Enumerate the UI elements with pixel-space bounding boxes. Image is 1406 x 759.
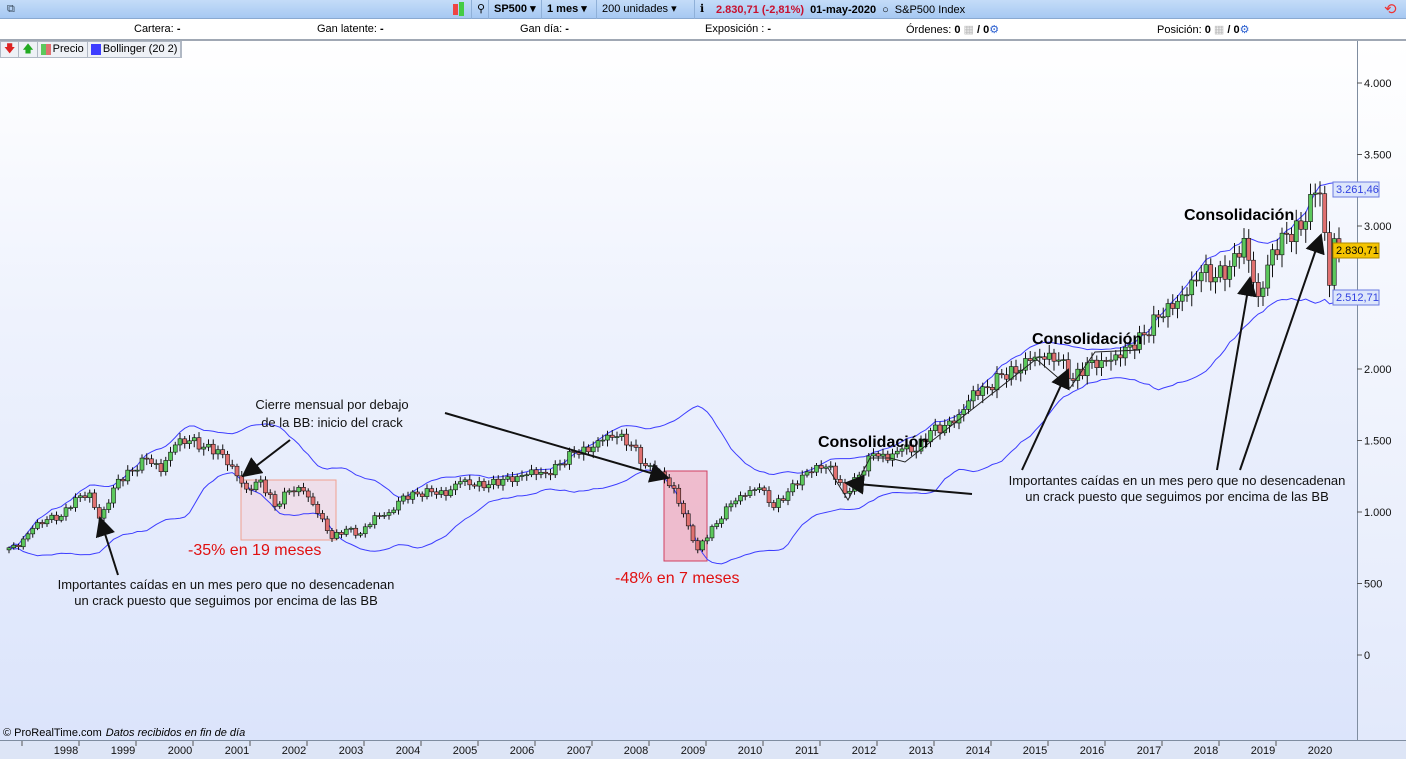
- legend-price[interactable]: Precio: [38, 42, 88, 57]
- posicion-label: Posición:: [1157, 24, 1202, 36]
- copyright: © ProRealTime.com: [3, 727, 102, 739]
- collapse-down-icon[interactable]: 🡇: [1, 42, 20, 57]
- position-gear-icon[interactable]: ⚙: [1239, 24, 1250, 36]
- gan-latente-value: -: [380, 23, 384, 35]
- instrument-radio-icon[interactable]: ○: [882, 3, 889, 16]
- ordenes-label: Órdenes:: [906, 24, 952, 36]
- bollinger-swatch: [90, 44, 101, 55]
- candlestick-type-icon[interactable]: [448, 0, 469, 19]
- link-icon[interactable]: ⚲: [471, 0, 490, 19]
- price-date: 01-may-2020: [810, 3, 877, 16]
- gan-latente: Gan latente: -: [317, 23, 384, 35]
- data-note: Datos recibidos en fin de día: [105, 727, 246, 739]
- toolbar: ⧉ ⚲ SP500 ▾ 1 mes ▾ 200 unidades ▾ ℹ 2.8…: [0, 0, 1406, 19]
- legend-bollinger[interactable]: Bollinger (20 2): [88, 42, 182, 57]
- symbol-label: SP500: [494, 3, 528, 15]
- refresh-icon[interactable]: ⟲: [1384, 1, 1397, 18]
- posicion-sep: / 0: [1227, 24, 1240, 36]
- expand-up-icon[interactable]: 🡅: [19, 42, 38, 57]
- ordenes: Órdenes: 0 ▦ / 0⚙: [906, 23, 999, 36]
- posicion: Posición: 0 ▦ / 0⚙: [1157, 23, 1249, 36]
- price-change: 2.830,71 (-2,81%): [716, 3, 805, 16]
- period-select[interactable]: 1 mes ▾: [541, 0, 592, 19]
- gan-latente-label: Gan latente:: [317, 23, 377, 35]
- cartera-value: -: [176, 23, 181, 35]
- orders-gear-icon[interactable]: ⚙: [989, 24, 1000, 36]
- ordenes-value: 0: [954, 24, 961, 36]
- units-select[interactable]: 200 unidades ▾: [596, 0, 682, 19]
- time-axis[interactable]: [0, 740, 1406, 759]
- gan-dia-value: -: [565, 23, 569, 35]
- exposicion: Exposición : -: [705, 23, 771, 35]
- gan-dia: Gan día: -: [520, 23, 569, 35]
- chart-legend: 🡇 🡅 Precio Bollinger (20 2): [0, 41, 183, 58]
- instrument-label: S&P500 Index: [894, 3, 966, 16]
- footer-credit: © ProRealTime.com Datos recibidos en fin …: [3, 727, 245, 739]
- position-close-icon[interactable]: ▦: [1213, 24, 1225, 36]
- exposicion-value: -: [767, 23, 772, 35]
- price-axis[interactable]: [1357, 41, 1406, 740]
- legend-price-label: Precio: [52, 43, 84, 55]
- units-label: 200 unidades: [602, 3, 669, 15]
- orders-close-icon[interactable]: ▦: [963, 24, 974, 36]
- quote-info: 2.830,71 (-2,81%) 01-may-2020 ○ S&P500 I…: [716, 0, 965, 19]
- period-label: 1 mes: [547, 3, 579, 15]
- info-icon[interactable]: ℹ: [694, 0, 709, 19]
- window-restore-icon[interactable]: ⧉: [7, 3, 15, 15]
- account-info-row: Cartera: - Gan latente: - Gan día: - Exp…: [0, 19, 1406, 41]
- exposicion-label: Exposición :: [705, 23, 765, 35]
- symbol-select[interactable]: SP500 ▾: [488, 0, 541, 19]
- price-chart-area[interactable]: [0, 41, 1357, 740]
- legend-bollinger-label: Bollinger (20 2): [102, 43, 178, 55]
- ordenes-sep: / 0: [976, 24, 990, 36]
- gan-dia-label: Gan día:: [520, 23, 563, 35]
- price-swatch: [40, 44, 51, 55]
- cartera: Cartera: -: [134, 23, 180, 35]
- posicion-value: 0: [1204, 24, 1211, 36]
- cartera-label: Cartera:: [134, 23, 174, 35]
